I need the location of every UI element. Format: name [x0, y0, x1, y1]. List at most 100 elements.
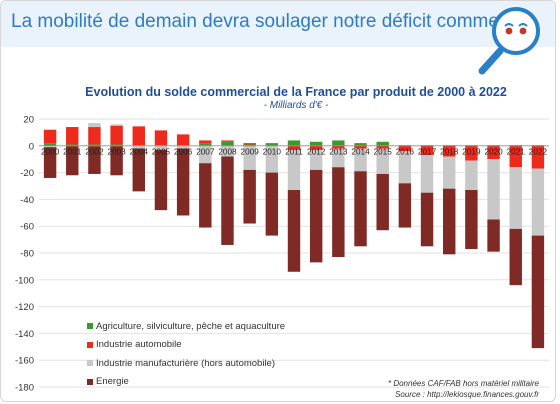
bar-segment [176, 134, 190, 146]
bar-segment [465, 145, 478, 161]
bar-segment [66, 145, 79, 176]
bar-segment [309, 149, 323, 170]
x-tick-label: 2015 [374, 147, 393, 156]
bar-segment [487, 159, 500, 220]
bar-segment [354, 145, 367, 149]
bar-segment [265, 145, 279, 173]
legend-item: Industrie automobile [87, 336, 285, 355]
bar-segment [309, 141, 323, 146]
chart-subtitle: - Milliards d'€ - [263, 100, 329, 111]
bar-segment [43, 129, 57, 144]
bar-segment [420, 192, 434, 247]
x-tick-label: 2001 [63, 147, 82, 156]
x-tick-label: 2003 [107, 147, 126, 156]
bar-segment [287, 149, 301, 191]
y-tick-label: 0 [29, 141, 34, 152]
bar-segment [509, 145, 522, 168]
bar-segment [221, 156, 234, 245]
bar-segment [176, 145, 190, 149]
bar-segment [420, 155, 434, 193]
x-tick-label: 2014 [351, 147, 370, 156]
bar-segment [354, 171, 367, 247]
y-tick-label: -20 [20, 168, 34, 179]
x-tick-label: 2019 [462, 147, 481, 156]
bar-segment [154, 130, 168, 146]
bar-segment [487, 219, 500, 252]
bar-segment [465, 190, 478, 249]
y-tick-label: -80 [20, 249, 34, 260]
x-tick-label: 2008 [218, 147, 237, 156]
x-tick-label: 2000 [41, 147, 60, 156]
bar-segment [199, 140, 212, 144]
x-tick-label: 2005 [152, 147, 171, 156]
legend-item: Energie [87, 373, 285, 392]
bar-segment [110, 145, 123, 176]
bar-segment [199, 163, 212, 228]
bar-segment [265, 172, 279, 236]
legend-label: Agriculture, silviculture, pêche et aqua… [96, 320, 286, 332]
bar-segment [420, 145, 434, 156]
x-tick-label: 2006 [174, 147, 193, 156]
y-tick-label: -120 [15, 302, 34, 313]
bar-segment [376, 173, 389, 231]
magnifying-glass-mascot-icon [478, 7, 540, 75]
x-tick-label: 2009 [241, 147, 260, 156]
bar-segment [332, 145, 345, 149]
x-tick-label: 2016 [396, 147, 415, 156]
bar-segment [221, 145, 234, 157]
header-banner: La mobilité de demain devra soulager not… [1, 1, 555, 47]
bar-segment [199, 143, 212, 146]
bar-segment [509, 167, 522, 229]
legend-label: Industrie manufacturière (hors automobil… [96, 357, 276, 369]
x-tick-label: 2010 [263, 147, 282, 156]
bar-segment [110, 144, 123, 146]
bar-segment [110, 124, 123, 126]
chart-legend: Agriculture, silviculture, pêche et aqua… [87, 317, 285, 391]
bar-segment [376, 148, 389, 174]
legend-label: Energie [96, 376, 129, 388]
x-tick-label: 2013 [329, 147, 348, 156]
bar-segment [110, 125, 123, 145]
bar-segment [443, 145, 456, 157]
bar-segment [66, 127, 79, 145]
bar-segment [531, 145, 545, 169]
legend-swatch [87, 360, 93, 367]
x-tick-label: 2020 [484, 147, 503, 156]
bar-segment [132, 145, 145, 149]
bar-segment [66, 144, 79, 146]
y-tick-label: -140 [15, 329, 34, 340]
bar-segment [243, 169, 256, 224]
x-tick-label: 2017 [418, 147, 437, 156]
bar-segment [332, 140, 345, 146]
legend-label: Industrie automobile [96, 339, 182, 351]
y-tick-label: -160 [15, 356, 34, 367]
bar-segment [376, 145, 389, 149]
bar-segment [154, 149, 168, 211]
bar-segment [309, 169, 323, 263]
bar-segment [398, 151, 412, 184]
bar-segment [176, 148, 190, 216]
x-tick-label: 2011 [285, 147, 303, 156]
bar-segment [398, 145, 412, 152]
bar-segment [243, 145, 256, 170]
bar-segment [199, 145, 212, 164]
x-tick-label: 2022 [529, 147, 548, 156]
bar-segment [487, 145, 500, 160]
chart-title: Evolution du solde commercial de la Fran… [85, 85, 507, 99]
y-tick-label: 20 [23, 115, 34, 126]
legend-swatch [87, 341, 93, 348]
bar-segment [221, 141, 234, 146]
x-tick-label: 2004 [130, 147, 149, 156]
legend-item: Industrie manufacturière (hors automobil… [87, 354, 285, 373]
bar-segment [287, 190, 301, 272]
bar-segment [43, 143, 57, 146]
bar-segment [443, 156, 456, 189]
legend-swatch [87, 323, 93, 330]
legend-swatch [87, 378, 93, 385]
source-url: Source : http://lekiosque.finances.gouv.… [395, 390, 539, 399]
legend-item: Agriculture, silviculture, pêche et aqua… [87, 317, 285, 336]
bar-segment [243, 143, 256, 145]
bar-segment [132, 148, 145, 192]
